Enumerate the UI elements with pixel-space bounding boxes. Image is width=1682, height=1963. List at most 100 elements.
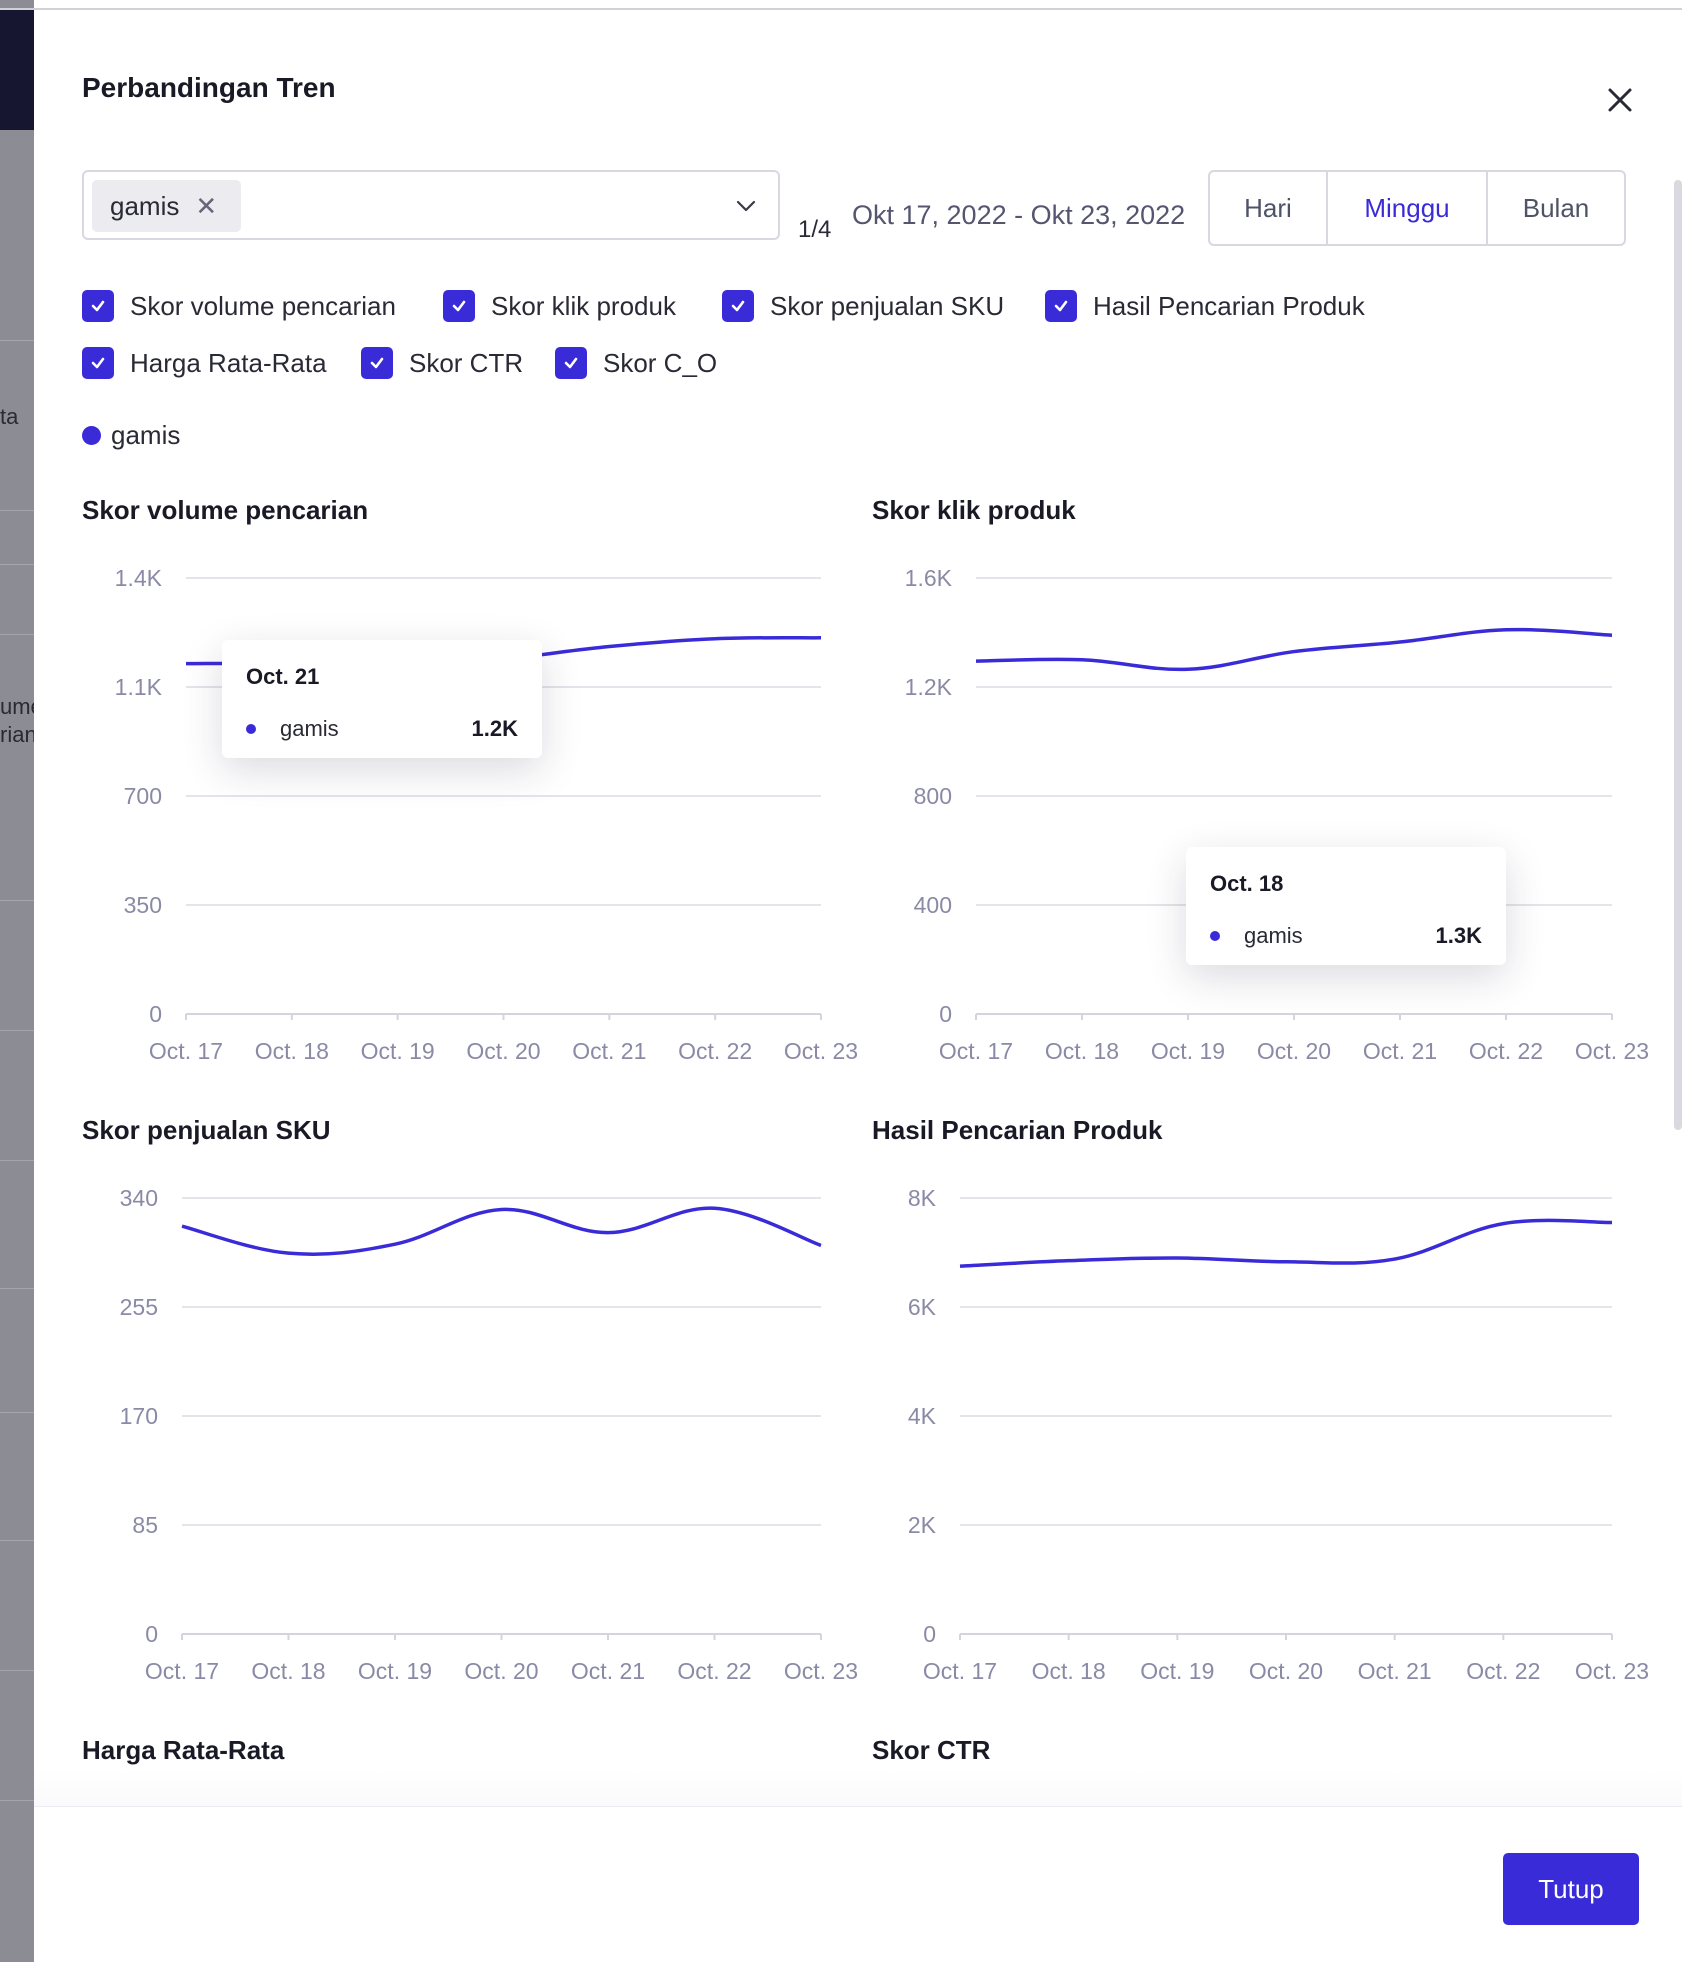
background-page: ta ume rian bbox=[0, 0, 34, 1962]
y-tick-label: 8K bbox=[908, 1185, 937, 1211]
chart-title-ctr: Skor CTR bbox=[872, 1735, 991, 1765]
background-text: ume bbox=[0, 694, 34, 719]
chart-title: Skor penjualan SKU bbox=[82, 1115, 331, 1145]
selection-counter: 1/4 bbox=[798, 216, 832, 243]
y-tick-label: 800 bbox=[914, 783, 952, 809]
metric-checkbox-label: Skor CTR bbox=[409, 347, 524, 378]
background-divider bbox=[0, 1412, 34, 1413]
x-tick-label: Oct. 19 bbox=[358, 1658, 432, 1684]
line-chart-search-volume: 0 350 700 1.1K 1.4K Oct. 17 Oct. 18 Oct. 19 Oct.… bbox=[115, 565, 858, 1064]
period-toggle: Hari Minggu Bulan bbox=[1208, 170, 1626, 246]
x-tick-label: Oct. 17 bbox=[923, 1658, 997, 1684]
y-tick-label: 1.6K bbox=[905, 565, 953, 591]
tooltip-value: 1.2K bbox=[471, 716, 518, 741]
modal-title: Perbandingan Tren bbox=[82, 72, 336, 103]
metric-checkbox-search-volume[interactable]: Skor volume pencarian bbox=[82, 290, 396, 322]
y-tick-label: 170 bbox=[120, 1403, 158, 1429]
background-divider bbox=[0, 1160, 34, 1161]
y-tick-label: 2K bbox=[908, 1512, 937, 1538]
x-tick-label: Oct. 23 bbox=[1575, 1038, 1649, 1064]
x-tick-label: Oct. 17 bbox=[149, 1038, 223, 1064]
remove-tag-icon[interactable]: ✕ bbox=[195, 190, 218, 221]
line-chart-sku-sales: 0 85 170 255 340 Oct. 17 Oct. 18 Oct. 19 Oct. 20… bbox=[120, 1185, 858, 1684]
x-tick-label: Oct. 22 bbox=[1469, 1038, 1543, 1064]
metric-checkbox-product-clicks[interactable]: Skor klik produk bbox=[443, 290, 676, 322]
metric-checkbox-label: Skor C_O bbox=[603, 347, 718, 378]
chart-legend[interactable]: gamis bbox=[82, 420, 180, 451]
metric-checkbox-label: Skor volume pencarian bbox=[130, 290, 396, 321]
checkbox-checked-icon bbox=[361, 347, 393, 379]
y-tick-label: 0 bbox=[145, 1621, 158, 1647]
metric-checkbox-search-results[interactable]: Hasil Pencarian Produk bbox=[1045, 290, 1365, 322]
keyword-select[interactable]: gamis ✕ bbox=[82, 170, 780, 240]
checkbox-checked-icon bbox=[443, 290, 475, 322]
chevron-down-icon[interactable] bbox=[734, 194, 758, 218]
modal-scrollbar[interactable] bbox=[1674, 180, 1682, 1130]
tooltip-date: Oct. 18 bbox=[1210, 871, 1284, 896]
background-text: ta bbox=[0, 404, 19, 429]
x-tick-label: Oct. 18 bbox=[255, 1038, 329, 1064]
y-tick-label: 6K bbox=[908, 1294, 937, 1320]
x-tick-label: Oct. 20 bbox=[464, 1658, 538, 1684]
page-top-border bbox=[0, 8, 1682, 10]
x-tick-label: Oct. 21 bbox=[1363, 1038, 1437, 1064]
metric-checkbox-sku-sales[interactable]: Skor penjualan SKU bbox=[722, 290, 1004, 322]
metric-checkbox-ctr[interactable]: Skor CTR bbox=[361, 347, 523, 379]
close-modal-button[interactable]: Tutup bbox=[1503, 1853, 1639, 1925]
y-tick-label: 85 bbox=[132, 1512, 158, 1538]
chart-title-average-price: Harga Rata-Rata bbox=[82, 1735, 285, 1765]
keyword-tag-label: gamis bbox=[110, 190, 180, 221]
tooltip-value: 1.3K bbox=[1435, 923, 1482, 948]
background-divider bbox=[0, 634, 34, 635]
y-tick-label: 700 bbox=[124, 783, 162, 809]
legend-label: gamis bbox=[111, 420, 181, 450]
trend-comparison-modal: Perbandingan Tren gamis ✕ 1/4 Okt 17, 20… bbox=[34, 10, 1682, 1963]
chart-title: Skor volume pencarian bbox=[82, 495, 369, 525]
y-tick-label: 0 bbox=[939, 1001, 952, 1027]
metric-checkbox-conversion[interactable]: Skor C_O bbox=[555, 347, 717, 379]
y-tick-label: 340 bbox=[120, 1185, 158, 1211]
series-line-gamis bbox=[181, 1206, 822, 1256]
period-month-button[interactable]: Bulan bbox=[1522, 192, 1590, 223]
close-icon[interactable] bbox=[1600, 80, 1640, 120]
background-text: rian bbox=[0, 722, 34, 747]
y-tick-label: 350 bbox=[124, 892, 162, 918]
background-divider bbox=[0, 340, 34, 341]
x-tick-label: Oct. 22 bbox=[678, 1038, 752, 1064]
x-tick-label: Oct. 19 bbox=[361, 1038, 435, 1064]
tooltip-series-name: gamis bbox=[1244, 923, 1303, 948]
y-tick-label: 1.2K bbox=[905, 674, 953, 700]
keyword-tag: gamis ✕ bbox=[92, 180, 242, 232]
y-tick-label: 0 bbox=[923, 1621, 936, 1647]
x-tick-label: Oct. 21 bbox=[571, 1658, 645, 1684]
x-tick-label: Oct. 23 bbox=[1575, 1658, 1649, 1684]
metric-checkbox-average-price[interactable]: Harga Rata-Rata bbox=[82, 347, 327, 379]
line-chart-product-clicks: 0 400 800 1.2K 1.6K Oct. 17 Oct. 18 Oct. 19 Oct.… bbox=[905, 565, 1649, 1064]
x-tick-label: Oct. 21 bbox=[1358, 1658, 1432, 1684]
scroll-fade bbox=[34, 1770, 1682, 1806]
background-divider bbox=[0, 564, 34, 565]
y-tick-label: 4K bbox=[908, 1403, 937, 1429]
background-divider bbox=[0, 900, 34, 901]
x-tick-label: Oct. 19 bbox=[1140, 1658, 1214, 1684]
modal-footer: Tutup bbox=[34, 1806, 1682, 1963]
period-week-button[interactable]: Minggu bbox=[1328, 172, 1488, 244]
checkbox-checked-icon bbox=[1045, 290, 1077, 322]
metric-checkbox-label: Skor klik produk bbox=[491, 290, 676, 321]
background-divider bbox=[0, 1030, 34, 1031]
metric-checkbox-label: Skor penjualan SKU bbox=[770, 290, 1005, 321]
y-tick-label: 1.4K bbox=[115, 565, 163, 591]
x-tick-label: Oct. 18 bbox=[251, 1658, 325, 1684]
metric-checkbox-label: Harga Rata-Rata bbox=[130, 347, 327, 378]
period-day-button[interactable]: Hari bbox=[1210, 172, 1328, 244]
chart-title: Skor klik produk bbox=[872, 495, 1076, 525]
series-line-gamis bbox=[975, 627, 1613, 672]
y-tick-label: 1.1K bbox=[115, 674, 163, 700]
background-header bbox=[0, 10, 34, 130]
checkbox-checked-icon bbox=[722, 290, 754, 322]
legend-dot bbox=[82, 426, 101, 445]
y-tick-label: 0 bbox=[149, 1001, 162, 1027]
tooltip-series-dot bbox=[1210, 931, 1220, 941]
metric-checkbox-label: Hasil Pencarian Produk bbox=[1093, 290, 1365, 321]
x-tick-label: Oct. 17 bbox=[145, 1658, 219, 1684]
